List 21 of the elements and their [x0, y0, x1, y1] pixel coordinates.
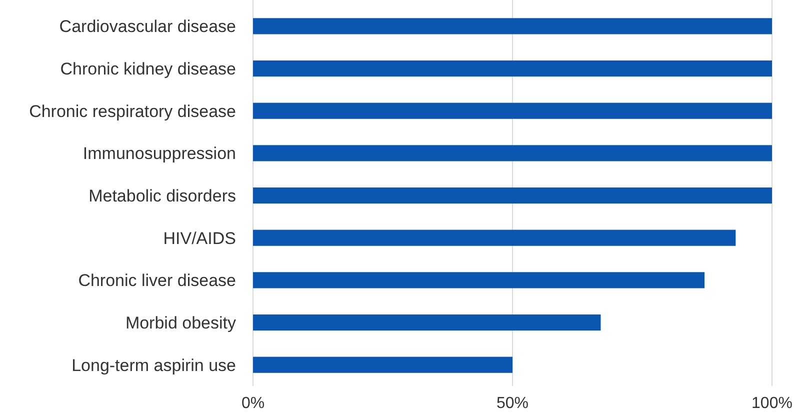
y-tick-label: Chronic kidney disease	[60, 59, 236, 78]
bar	[253, 314, 601, 331]
bar	[253, 60, 772, 77]
x-tick-label: 100%	[752, 395, 792, 412]
bar	[253, 187, 772, 204]
bar	[253, 272, 705, 288]
y-tick-label: Cardiovascular disease	[59, 17, 236, 36]
bar	[253, 102, 772, 119]
y-tick-label: Chronic respiratory disease	[29, 102, 236, 121]
bar	[253, 18, 772, 34]
x-tick-label: 0%	[241, 395, 265, 412]
y-tick-label: Morbid obesity	[125, 313, 236, 332]
y-tick-label: Metabolic disorders	[88, 186, 236, 206]
bar	[253, 145, 772, 162]
y-tick-label: Immunosuppression	[82, 144, 236, 164]
bar	[253, 356, 512, 373]
y-tick-label: HIV/AIDS	[163, 228, 236, 248]
x-tick-label: 50%	[496, 395, 529, 412]
y-tick-label: Chronic liver disease	[78, 271, 236, 290]
bar	[253, 230, 736, 246]
y-tick-label: Long-term aspirin use	[72, 356, 236, 375]
